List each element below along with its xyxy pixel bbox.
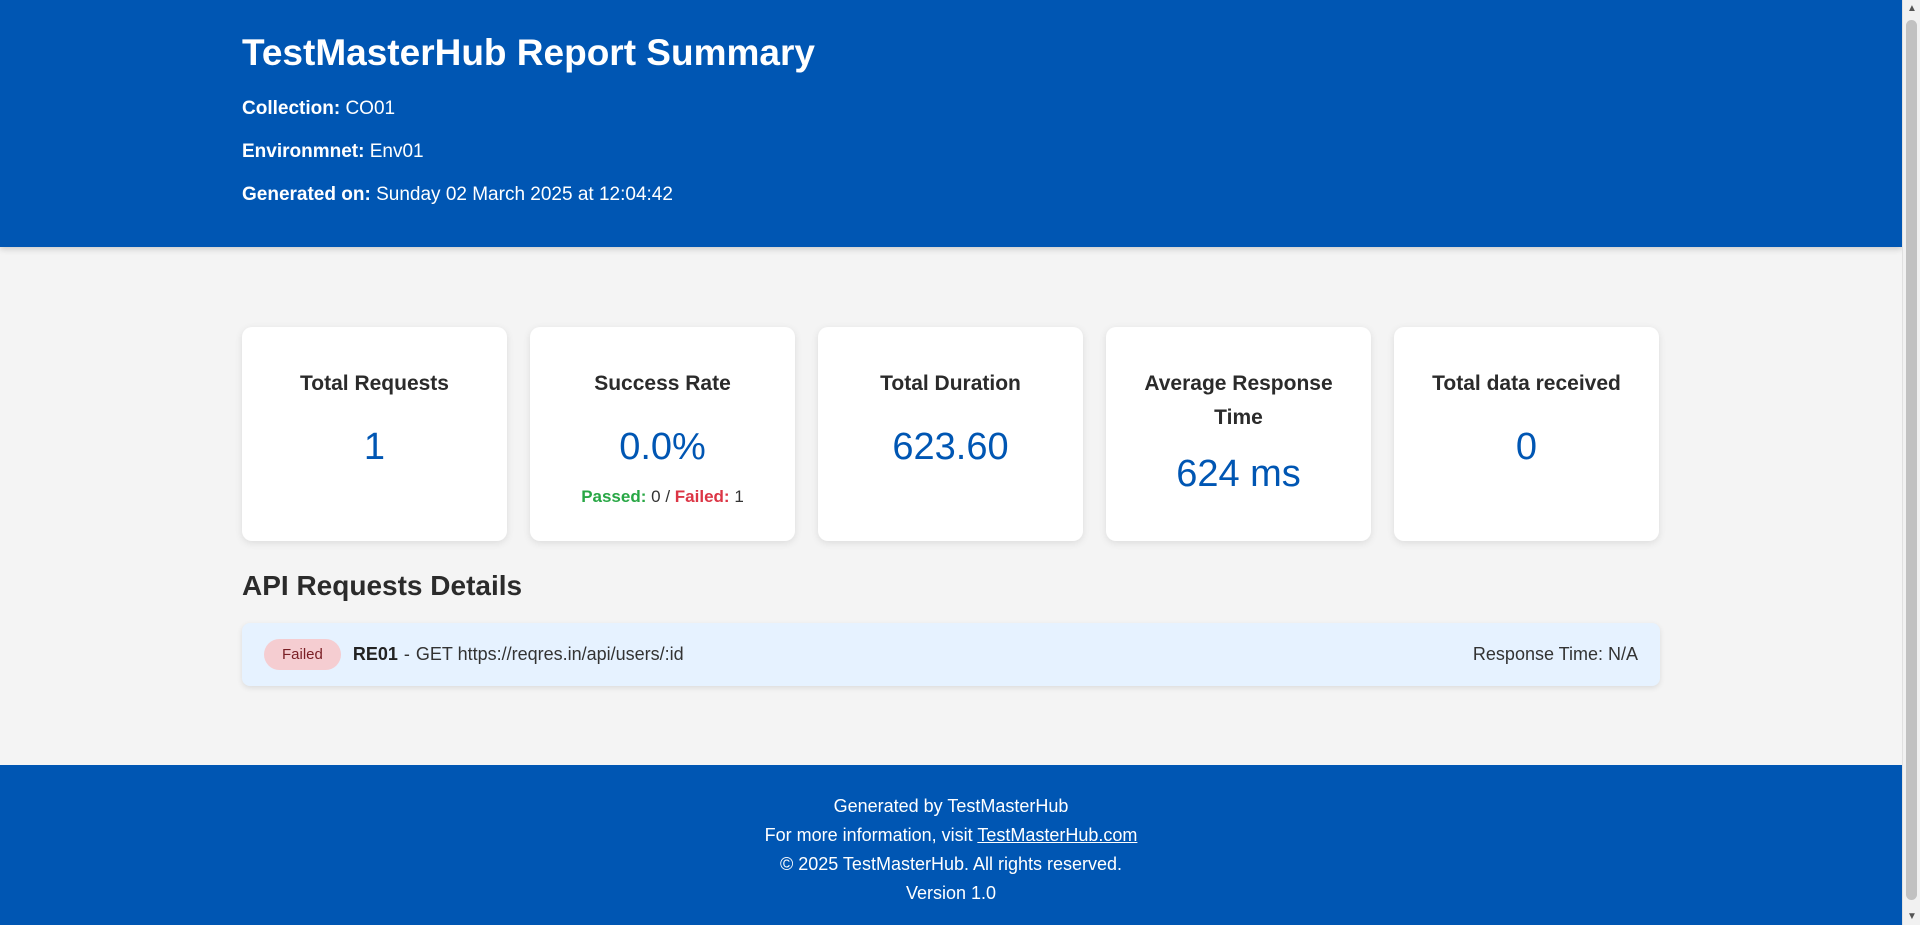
pass-fail-separator: / — [665, 487, 671, 506]
summary-cards: Total Requests 1 Success Rate 0.0% Passe… — [242, 327, 1660, 541]
environment-label: Environmnet: — [242, 141, 365, 162]
environment-info: Environmnet: Env01 — [242, 141, 1902, 163]
avg-response-time-card: Average Response Time 624 ms — [1106, 327, 1371, 541]
page-title: TestMasterHub Report Summary — [242, 32, 815, 73]
card-title: Success Rate — [594, 372, 731, 395]
status-badge: Failed — [264, 639, 341, 670]
footer-copyright: © 2025 TestMasterHub. All rights reserve… — [779, 854, 1123, 874]
response-time: Response Time: N/A — [1472, 644, 1638, 664]
request-method-url: GET https://reqres.in/api/users/:id — [415, 644, 684, 664]
generated-value: Sunday 02 March 2025 at 12:04:42 — [376, 184, 673, 205]
footer-version: Version 1.0 — [905, 883, 997, 903]
card-value: 0 — [1515, 426, 1538, 468]
request-id: RE01 — [352, 644, 398, 664]
scroll-up-arrow-icon[interactable]: ▲ — [1907, 3, 1917, 14]
card-title: Total Duration — [880, 372, 1021, 395]
total-data-card: Total data received 0 — [1394, 327, 1659, 541]
card-title: Total Requests — [300, 372, 449, 395]
scrollbar-thumb[interactable] — [1906, 20, 1917, 900]
scroll-down-arrow-icon[interactable]: ▼ — [1907, 911, 1917, 922]
card-value: 0.0% — [619, 426, 706, 468]
footer-more-info-text: For more information, visit — [764, 825, 973, 845]
total-requests-card: Total Requests 1 — [242, 327, 507, 541]
total-duration-card: Total Duration 623.60 — [818, 327, 1083, 541]
pass-fail-summary: Passed: 0 / Failed: 1 — [550, 487, 775, 507]
collection-label: Collection: — [242, 98, 341, 119]
generated-info: Generated on: Sunday 02 March 2025 at 12… — [242, 184, 1902, 206]
collection-value: CO01 — [345, 98, 396, 119]
failed-count: 1 — [734, 487, 744, 506]
card-title: Total data received — [1432, 372, 1621, 395]
card-value: 1 — [363, 426, 386, 468]
footer-more-info: For more information, visit TestMasterHu… — [0, 821, 1902, 850]
success-rate-card: Success Rate 0.0% Passed: 0 / Failed: 1 — [530, 327, 795, 541]
card-title: Average Response Time — [1144, 372, 1333, 429]
report-header: TestMasterHub Report Summary Collection:… — [0, 0, 1902, 247]
failed-label: Failed: — [674, 487, 730, 506]
generated-label: Generated on: — [242, 184, 371, 205]
footer-generated-by: Generated by TestMasterHub — [833, 796, 1069, 816]
api-section-title: API Requests Details — [242, 570, 523, 601]
report-footer: Generated by TestMasterHub For more info… — [0, 765, 1902, 925]
passed-label: Passed: — [581, 487, 647, 506]
card-value: 623.60 — [892, 426, 1009, 468]
environment-value: Env01 — [369, 141, 424, 162]
footer-website-link[interactable]: TestMasterHub.com — [977, 825, 1138, 845]
request-row[interactable]: Failed RE01 - GET https://reqres.in/api/… — [242, 623, 1660, 686]
passed-count: 0 — [651, 487, 661, 506]
collection-info: Collection: CO01 — [242, 98, 1902, 120]
request-separator: - — [403, 644, 410, 664]
vertical-scrollbar[interactable]: ▲ ▼ — [1902, 0, 1920, 925]
card-value: 624 ms — [1176, 453, 1301, 495]
